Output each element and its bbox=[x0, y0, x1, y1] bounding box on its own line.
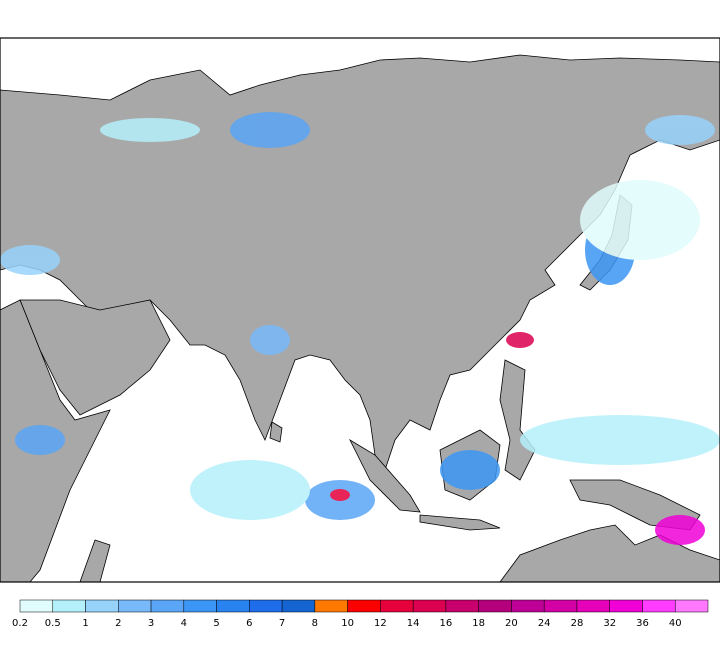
colorbar-box bbox=[609, 599, 643, 613]
colorbar-box bbox=[347, 599, 381, 613]
rain-area bbox=[520, 415, 720, 465]
colorbar: 0.2 0.5 1 2 3 4 5 6 7 8 10 12 14 16 18 20 24 28 32 36 40 bbox=[12, 599, 709, 629]
colorbar-box bbox=[216, 599, 250, 613]
colorbar-box bbox=[183, 599, 217, 613]
java bbox=[419, 514, 501, 531]
colorbar-label: 8 bbox=[312, 618, 318, 629]
map bbox=[0, 37, 720, 583]
colorbar-box bbox=[314, 599, 348, 613]
colorbar-label: 28 bbox=[571, 618, 584, 629]
rain-area bbox=[250, 325, 290, 355]
colorbar-box bbox=[445, 599, 479, 613]
colorbar-box bbox=[118, 599, 152, 613]
eurasia bbox=[0, 54, 720, 471]
colorbar-label: 18 bbox=[472, 618, 485, 629]
rain-area bbox=[330, 489, 350, 501]
colorbar-box bbox=[52, 599, 86, 613]
colorbar-label: 20 bbox=[505, 618, 518, 629]
rain-area bbox=[645, 115, 715, 145]
rain-area bbox=[506, 332, 534, 348]
colorbar-label: 6 bbox=[246, 618, 252, 629]
rain-area bbox=[230, 112, 310, 148]
sri-lanka bbox=[269, 421, 283, 443]
colorbar-label: 24 bbox=[538, 618, 551, 629]
colorbar-label: 0.2 bbox=[12, 618, 28, 629]
colorbar-label: 32 bbox=[603, 618, 616, 629]
colorbar-label: 12 bbox=[374, 618, 387, 629]
colorbar-label: 36 bbox=[636, 618, 649, 629]
colorbar-label: 10 bbox=[341, 618, 354, 629]
arabia bbox=[19, 299, 171, 416]
rain-area bbox=[580, 180, 700, 260]
rain-area bbox=[0, 245, 60, 275]
colorbar-label: 7 bbox=[279, 618, 285, 629]
rain-area bbox=[15, 425, 65, 455]
colorbar-box bbox=[576, 599, 610, 613]
colorbar-label: 3 bbox=[148, 618, 154, 629]
colorbar-label: 2 bbox=[115, 618, 121, 629]
colorbar-label: 0.5 bbox=[45, 618, 61, 629]
colorbar-label: 40 bbox=[669, 618, 682, 629]
colorbar-box bbox=[19, 599, 54, 613]
colorbar-box bbox=[642, 599, 676, 613]
map-frame bbox=[0, 37, 720, 583]
rain-area bbox=[655, 515, 705, 545]
rain-area bbox=[190, 460, 310, 520]
colorbar-box bbox=[674, 599, 709, 613]
colorbar-box bbox=[281, 599, 316, 613]
colorbar-label: 14 bbox=[407, 618, 420, 629]
rain-area bbox=[100, 118, 200, 142]
colorbar-label: 1 bbox=[82, 618, 88, 629]
colorbar-label: 4 bbox=[181, 618, 187, 629]
precipitation-areas bbox=[0, 112, 720, 545]
sulawesi-philippines bbox=[499, 359, 536, 481]
colorbar-box bbox=[380, 599, 414, 613]
colorbar-box bbox=[412, 599, 447, 613]
colorbar-box bbox=[150, 599, 185, 613]
colorbar-box bbox=[543, 599, 578, 613]
colorbar-label: 16 bbox=[440, 618, 453, 629]
colorbar-box bbox=[511, 599, 545, 613]
sumatra bbox=[349, 438, 421, 513]
colorbar-label: 5 bbox=[213, 618, 219, 629]
colorbar-box bbox=[85, 599, 119, 613]
rain-area bbox=[440, 450, 500, 490]
colorbar-box bbox=[249, 599, 283, 613]
colorbar-box bbox=[478, 599, 512, 613]
